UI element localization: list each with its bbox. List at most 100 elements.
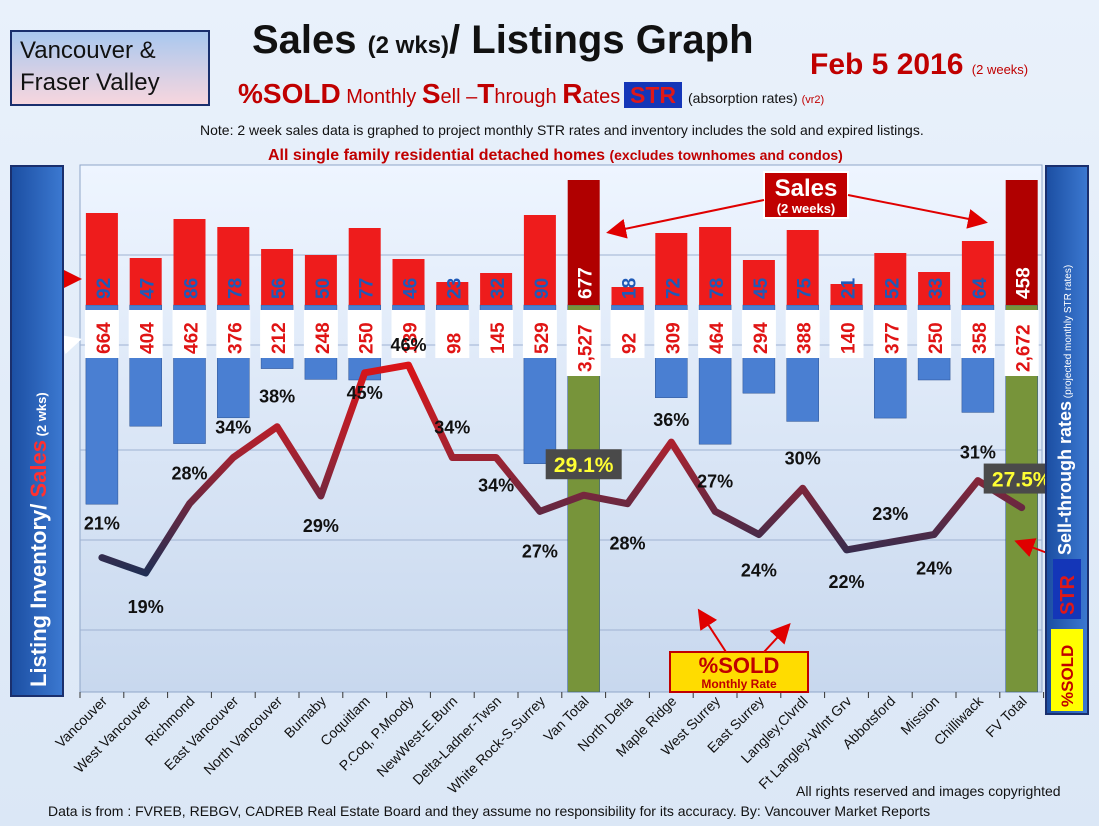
sales-bar — [261, 249, 294, 305]
region-line-2: Fraser Valley — [20, 69, 160, 96]
title-part-c: / Listings Graph — [449, 18, 754, 62]
title-part-b: (2 wks) — [367, 32, 450, 59]
data-note: Note: 2 week sales data is graphed to pr… — [200, 122, 924, 138]
sales-value-label: 78 — [225, 278, 246, 299]
sales-value-label: 92 — [94, 278, 115, 299]
inventory-label-box — [84, 310, 119, 358]
sales-bar — [1005, 180, 1038, 305]
str-total-box — [545, 449, 622, 480]
str-value-label: 29% — [303, 516, 339, 536]
subtitle-ates: ates — [582, 86, 621, 108]
sales-bar — [129, 258, 162, 305]
inventory-value-label: 664 — [94, 322, 115, 354]
sales-value-label: 77 — [357, 278, 378, 299]
sales-bar — [611, 287, 644, 305]
str-value-label: 36% — [653, 410, 689, 430]
sales-bar — [304, 255, 337, 305]
str-value-label: 27% — [697, 471, 733, 491]
inventory-value-label: 248 — [313, 322, 334, 354]
sales-value-label: 86 — [182, 278, 203, 299]
str-value-label: 30% — [785, 448, 821, 468]
str-value-label: 24% — [741, 561, 777, 581]
inventory-value-label: 250 — [357, 322, 378, 354]
sales-value-label: 32 — [488, 278, 509, 299]
absorption-text: (absorption rates) — [688, 90, 798, 106]
inventory-label-box — [829, 310, 864, 358]
inventory-label-box — [917, 310, 952, 358]
scope-text: All single family residential detached h… — [268, 147, 605, 164]
subtitle-hrough: hrough — [494, 86, 563, 108]
str-value-label: 31% — [960, 443, 996, 463]
sales-callout: Sales (2 weeks) — [606, 171, 988, 239]
str-total-label: 29.1% — [554, 454, 614, 477]
sales-callout-label: Sales — [775, 175, 838, 202]
sales-value-label: 78 — [707, 278, 728, 299]
right-str-tag: STR — [1057, 574, 1079, 615]
right-sold-tag: %SOLD — [1058, 645, 1077, 707]
subtitle-ell: ell – — [440, 86, 478, 108]
sales-value-label: 75 — [795, 277, 816, 299]
report-date: Feb 5 2016 (2 weeks) — [810, 48, 1028, 82]
inventory-label-box — [1004, 310, 1039, 376]
inventory-value-label: 404 — [138, 322, 159, 354]
sales-bar — [523, 215, 556, 305]
sales-bar — [217, 227, 250, 305]
left-label-sales: Sales — [26, 440, 51, 504]
category-label: Chilliwack — [931, 692, 987, 748]
inventory-label-box — [391, 310, 426, 358]
sales-value-label: 45 — [751, 277, 772, 299]
right-axis-panel: Sell-through rates (projected monthly ST… — [1045, 165, 1089, 715]
str-value-label: 28% — [609, 534, 645, 554]
str-value-label: 21% — [84, 514, 120, 534]
inventory-value-label: 464 — [707, 322, 728, 354]
sales-value-label: 23 — [444, 278, 465, 299]
inventory-label-box — [128, 310, 163, 358]
inventory-value-label: 140 — [839, 322, 860, 354]
right-label-projected: (projected monthly STR rates) — [1063, 265, 1074, 401]
sales-bar — [392, 259, 425, 305]
sales-value-label: 56 — [269, 278, 290, 299]
inventory-label-box — [216, 310, 251, 358]
sales-bar — [786, 230, 819, 305]
inventory-label-box — [654, 310, 689, 358]
main-title: Sales (2 wks)/ Listings Graph — [252, 18, 754, 63]
absorption-note: (absorption rates) (vr2) — [688, 90, 824, 106]
str-value-label: 22% — [828, 572, 864, 592]
sales-value-label: 72 — [663, 278, 684, 299]
svg-text:Listing Inventory/ Sales (2 wk: Listing Inventory/ Sales (2 wks) — [26, 392, 51, 687]
inventory-label-box — [522, 310, 557, 358]
sales-bar — [480, 273, 513, 305]
inventory-label-box — [260, 310, 295, 358]
category-label: NewWest-E.Burn — [373, 693, 460, 780]
sales-bar — [85, 213, 118, 305]
sales-bar — [742, 260, 775, 305]
inventory-label-box — [172, 310, 207, 358]
str-value-label: 46% — [390, 335, 426, 355]
inventory-value-label: 3,527 — [576, 324, 597, 372]
sales-value-label: 52 — [882, 278, 903, 299]
inventory-label-box — [303, 310, 338, 358]
inventory-value-label: 2,672 — [1014, 324, 1035, 372]
subtitle-monthly: Monthly — [340, 86, 422, 108]
inventory-value-label: 98 — [444, 333, 465, 354]
right-axis-label: Sell-through rates (projected monthly ST… — [1051, 265, 1083, 711]
inventory-value-label: 92 — [620, 333, 641, 354]
inventory-label-box — [698, 310, 733, 358]
sales-bar — [348, 228, 381, 305]
subtitle-sold: %SOLD — [238, 78, 341, 109]
sold-callout-sub: Monthly Rate — [701, 677, 777, 691]
sales-value-label: 90 — [532, 278, 553, 299]
sales-bar — [830, 284, 863, 305]
sales-bar — [173, 219, 206, 305]
sales-value-label: 64 — [970, 277, 991, 299]
sales-value-label: 458 — [1014, 267, 1035, 299]
inventory-value-label: 358 — [970, 322, 991, 354]
source-note: Data is from : FVREB, REBGV, CADREB Real… — [48, 803, 931, 819]
sales-bar — [918, 272, 951, 305]
left-axis-panel: Listing Inventory/ Sales (2 wks) — [10, 165, 64, 697]
sold-callout: %SOLD Monthly Rate — [669, 608, 809, 693]
str-value-label: 34% — [215, 418, 251, 438]
inventory-label-box — [960, 310, 995, 358]
sales-value-label: 18 — [620, 278, 641, 299]
